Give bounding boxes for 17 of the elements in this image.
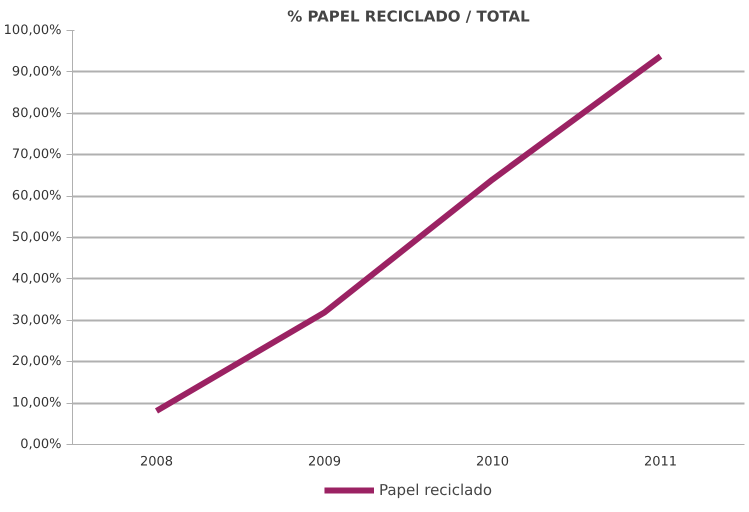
y-tick-label: 40,00% [12,271,62,286]
y-tick-label: 80,00% [12,106,62,121]
y-tick-label: 100,00% [4,23,62,38]
x-tick-label: 2011 [644,454,678,470]
legend-label: Papel reciclado [378,481,492,499]
y-tick-label: 0,00% [20,437,62,452]
y-tick-label: 10,00% [12,396,62,411]
x-tick-label: 2008 [140,454,174,470]
y-tick-label: 50,00% [12,230,62,245]
y-tick-label: 90,00% [12,64,62,80]
x-tick-label: 2010 [476,454,510,470]
y-tick-label: 70,00% [12,147,62,162]
chart-title: % PAPEL RECICLADO / TOTAL [287,8,530,26]
y-tick-label: 60,00% [12,188,62,204]
y-tick-label: 30,00% [12,312,62,328]
x-tick-label: 2009 [308,454,342,470]
y-tick-label: 20,00% [12,354,62,370]
